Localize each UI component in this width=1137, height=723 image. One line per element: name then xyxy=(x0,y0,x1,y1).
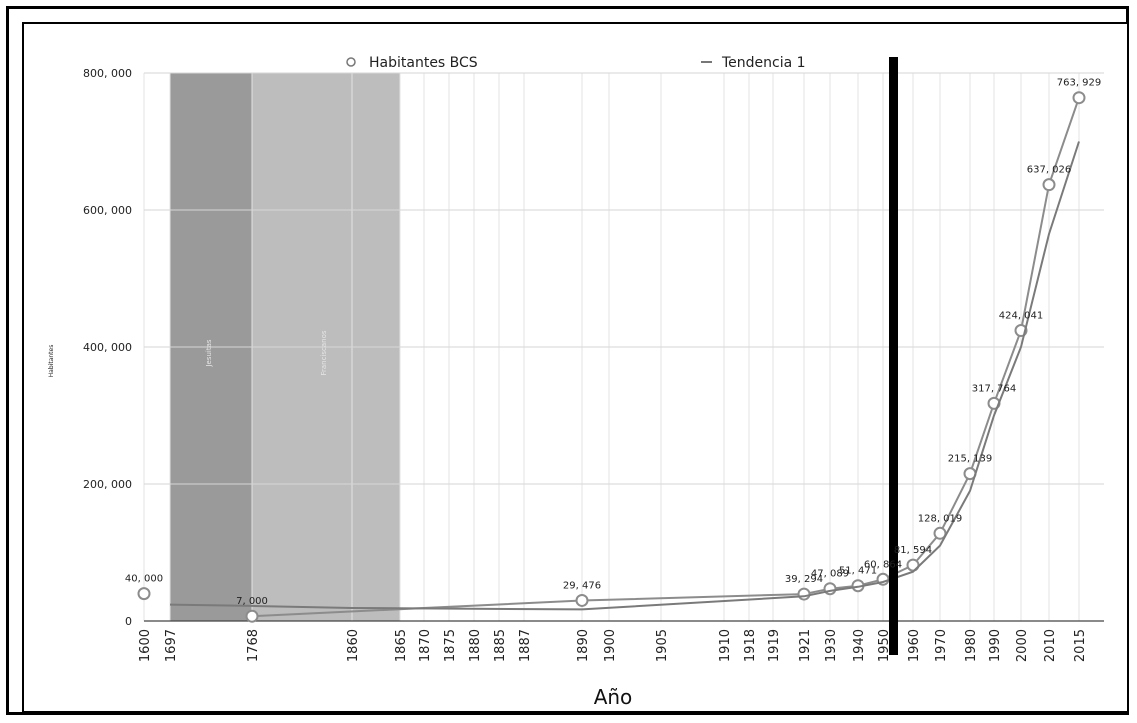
data-label: 39, 294 xyxy=(785,574,823,585)
gridlines xyxy=(143,72,1104,622)
x-tick-label: 1890 xyxy=(576,629,591,662)
data-label: 60, 864 xyxy=(864,559,902,570)
data-label: 128, 019 xyxy=(918,513,963,524)
x-tick-label: 1960 xyxy=(907,629,922,662)
x-tick-label: 1900 xyxy=(603,629,618,662)
y-tick-label: 0 xyxy=(125,615,132,628)
data-label: 81, 594 xyxy=(894,545,932,556)
data-label: 47, 089 xyxy=(811,569,849,580)
series-layer xyxy=(137,91,1086,623)
y-axis-title: Habitantes xyxy=(48,345,55,378)
data-point xyxy=(575,593,589,607)
x-tick-label: 1990 xyxy=(988,629,1003,662)
data-point xyxy=(137,587,151,601)
x-tick-label: 1940 xyxy=(852,629,867,662)
x-tick-label: 1950 xyxy=(877,629,892,662)
shaded-region-label-2: Franciscanos xyxy=(320,330,328,375)
data-label: 424, 041 xyxy=(999,311,1044,322)
legend-label-tendencia: Tendencia 1 xyxy=(721,55,806,71)
vertical-marker-bar xyxy=(889,57,898,655)
x-tick-label: 1970 xyxy=(934,629,949,662)
x-tick-label: 1921 xyxy=(798,629,813,662)
x-axis-title: Año xyxy=(594,685,633,709)
data-label: 51, 471 xyxy=(839,566,877,577)
data-label: 317, 764 xyxy=(972,383,1017,394)
chart-frame: Jesuitas Franciscanos 0 200, 000 400, 000 60… xyxy=(22,22,1129,713)
x-tick-label: 1885 xyxy=(493,629,508,662)
x-tick-label: 1865 xyxy=(394,629,409,662)
x-tick-label: 1887 xyxy=(518,629,533,662)
outer-frame: Jesuitas Franciscanos 0 200, 000 400, 000 60… xyxy=(6,6,1129,715)
x-tick-label: 1980 xyxy=(964,629,979,662)
series-line-tendencia xyxy=(169,141,1080,611)
legend: Habitantes BCS Tendencia 1 xyxy=(346,55,806,71)
x-tick-label: 1768 xyxy=(246,629,261,662)
y-tick-label: 200, 000 xyxy=(83,478,132,491)
data-label: 215, 139 xyxy=(948,454,993,465)
x-tick-label: 1919 xyxy=(767,629,782,662)
data-point xyxy=(797,587,811,601)
x-tick-label: 1875 xyxy=(443,629,458,662)
data-point xyxy=(1072,91,1086,105)
data-point xyxy=(245,609,259,623)
x-tick-label: 1860 xyxy=(346,629,361,662)
data-label: 7, 000 xyxy=(236,596,268,607)
x-tick-label: 2000 xyxy=(1015,629,1030,662)
data-point xyxy=(1042,178,1056,192)
x-tick-label: 1910 xyxy=(718,629,733,662)
data-label: 29, 476 xyxy=(563,580,601,591)
x-tick-label: 2015 xyxy=(1073,629,1088,662)
x-tick-label: 1870 xyxy=(418,629,433,662)
x-tick-label: 1918 xyxy=(743,629,758,662)
axes: 0 200, 000 400, 000 600, 000 800, 000 1600 169… xyxy=(83,67,1104,662)
vertical-marker-layer xyxy=(889,57,898,655)
x-tick-label: 1930 xyxy=(824,629,839,662)
x-tick-label: 1600 xyxy=(138,629,153,662)
data-label: 637, 026 xyxy=(1027,165,1072,176)
y-tick-label: 400, 000 xyxy=(83,341,132,354)
y-tick-label: 800, 000 xyxy=(83,67,132,80)
x-tick-label: 1697 xyxy=(164,629,179,662)
data-label: 763, 929 xyxy=(1057,78,1102,89)
x-tick-label: 1905 xyxy=(655,629,670,662)
shaded-region-label-1: Jesuitas xyxy=(205,339,213,367)
data-point xyxy=(933,526,947,540)
legend-label-habitantes: Habitantes BCS xyxy=(369,55,478,71)
y-tick-label: 600, 000 xyxy=(83,204,132,217)
x-tick-label: 1880 xyxy=(468,629,483,662)
legend-marker-circle xyxy=(346,57,356,67)
data-label: 40, 000 xyxy=(125,574,163,585)
x-tick-label: 2010 xyxy=(1043,629,1058,662)
population-chart: Jesuitas Franciscanos 0 200, 000 400, 000 60… xyxy=(48,55,1104,709)
